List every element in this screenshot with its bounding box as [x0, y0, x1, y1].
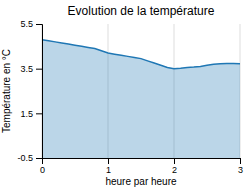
tick-label: 0 — [40, 165, 45, 175]
tick-mark — [108, 158, 109, 164]
tick: 3.5 — [20, 64, 42, 74]
y-axis: -0.5 1.5 3.5 5.5 — [17, 19, 42, 163]
title: Evolution de la température — [68, 4, 215, 18]
tick-label: 2 — [172, 165, 177, 175]
tick: 1.5 — [20, 109, 42, 119]
tick-mark — [36, 113, 42, 114]
tick-label: 1.5 — [20, 109, 33, 119]
tick-label: -0.5 — [17, 153, 33, 163]
x-axis-title: heure par heure — [105, 176, 177, 187]
tick-label: 3 — [238, 165, 243, 175]
grid — [42, 24, 240, 158]
tick-mark — [36, 69, 42, 70]
axis-line — [43, 159, 241, 165]
y-axis-title: Température en °C — [1, 49, 12, 133]
tick-mark — [36, 158, 42, 159]
x-axis: 0 1 2 3 — [40, 158, 243, 175]
tick-label: 5.5 — [20, 19, 33, 29]
axis-line — [36, 25, 43, 159]
tick-mark — [36, 24, 42, 25]
area — [42, 40, 240, 158]
line — [42, 40, 240, 69]
tick: 1 — [106, 158, 111, 175]
plot: 0 1 2 3 -0.5 1.5 3.5 5.5 — [17, 19, 243, 175]
tick: 3 — [238, 158, 243, 175]
chart: 0 1 2 3 -0.5 1.5 3.5 5.5 Evolution de la tempéra… — [0, 0, 250, 188]
tick: 0 — [40, 158, 45, 175]
tick: -0.5 — [17, 153, 42, 163]
tick-label: 3.5 — [20, 64, 33, 74]
tick: 2 — [172, 158, 177, 175]
tick: 5.5 — [20, 19, 42, 29]
tick-label: 1 — [106, 165, 111, 175]
tick-mark — [240, 158, 241, 164]
marks — [42, 40, 240, 158]
tick-mark — [174, 158, 175, 164]
